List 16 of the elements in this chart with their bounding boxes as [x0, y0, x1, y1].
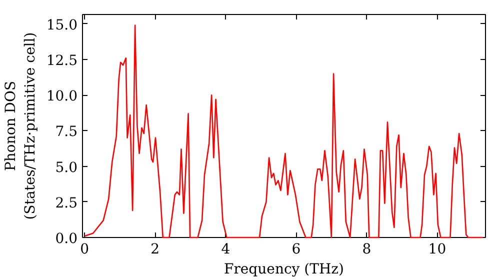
y-axis-title: Phonon DOS (States/THz·primitive cell) [3, 32, 38, 220]
y-tick-label: 5.0 [55, 160, 78, 176]
y-tick-label: 12.5 [46, 53, 78, 69]
y-tick-label: 15.0 [46, 17, 78, 34]
y-tick-label: 10.0 [46, 88, 78, 105]
x-tick-label: 4 [221, 242, 230, 258]
x-tick-label: 10 [428, 242, 446, 258]
x-tick-label: 8 [362, 242, 372, 258]
line-series [84, 24, 484, 238]
x-tick-label: 0 [80, 242, 90, 258]
x-tick-label: 2 [150, 242, 160, 258]
x-axis-title: Frequency (THz) [224, 262, 344, 278]
x-tick-label: 6 [292, 242, 301, 258]
y-tick-label: 2.5 [55, 195, 78, 212]
y-tick-label: 7.5 [55, 124, 78, 140]
y-tick-label: 0.0 [55, 231, 78, 247]
